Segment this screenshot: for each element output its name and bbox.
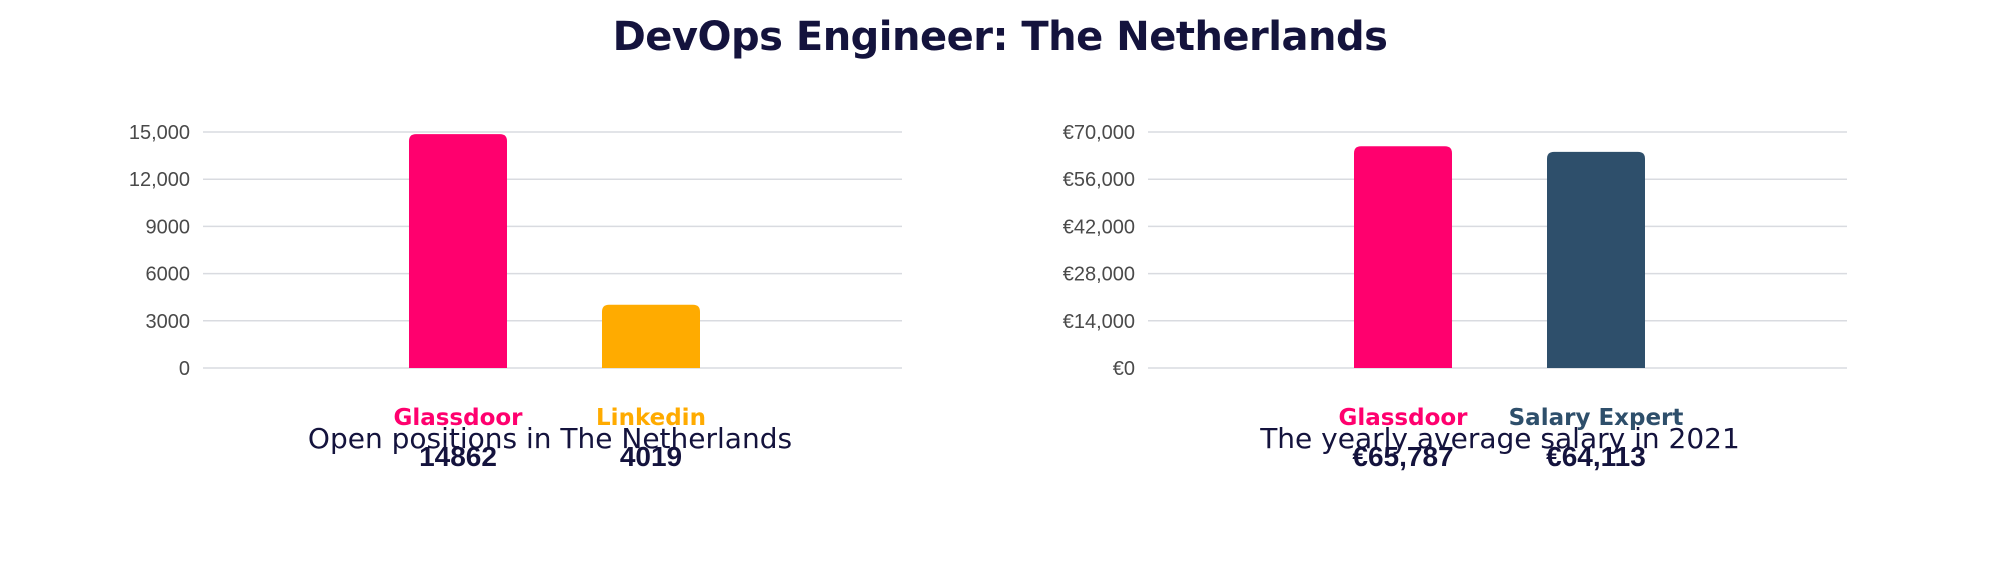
salary-y-tick-label: €56,000	[1063, 169, 1135, 191]
open-positions-value-label: 4019	[620, 441, 682, 472]
open-positions-category-label: Linkedin	[596, 405, 706, 431]
salary-y-tick-label: €0	[1113, 358, 1135, 380]
open-positions-chart: 0 3000 6000 9000 12,000 15,000 Glassdoor 14862 L…	[0, 100, 1000, 571]
salary-category-label: Salary Expert	[1509, 405, 1684, 431]
open-positions-chart-plot: 0 3000 6000 9000 12,000 15,000 Glassdoor 14862 L…	[129, 122, 902, 472]
open-positions-y-tick-label: 3000	[146, 311, 191, 333]
salary-bar-salary-expert	[1547, 151, 1645, 368]
salary-chart: €0 €14,000 €28,000 €42,000 €56,000 €70,000 Gla…	[1000, 100, 2000, 571]
open-positions-y-tick-label: 15,000	[129, 122, 190, 144]
salary-category-label: Glassdoor	[1338, 405, 1468, 431]
open-positions-y-tick-label: 0	[179, 358, 190, 380]
open-positions-bar-linkedin	[602, 304, 700, 368]
open-positions-y-tick-label: 9000	[146, 216, 191, 238]
open-positions-caption: Open positions in The Netherlands	[307, 422, 793, 455]
salary-bar-glassdoor	[1354, 146, 1452, 368]
salary-value-label: €65,787	[1352, 441, 1453, 472]
open-positions-y-tick-label: 6000	[146, 264, 191, 286]
salary-chart-plot: €0 €14,000 €28,000 €42,000 €56,000 €70,000 Gla…	[1063, 122, 1847, 472]
salary-y-tick-label: €70,000	[1063, 122, 1135, 144]
open-positions-y-tick-label: 12,000	[129, 169, 190, 191]
salary-caption: The yearly average salary in 2021	[1260, 422, 1740, 455]
open-positions-category-label: Glassdoor	[393, 405, 523, 431]
salary-y-tick-label: €14,000	[1063, 311, 1135, 333]
salary-y-tick-label: €42,000	[1063, 216, 1135, 238]
open-positions-value-label: 14862	[419, 441, 497, 472]
salary-y-tick-label: €28,000	[1063, 264, 1135, 286]
page-title: DevOps Engineer: The Netherlands	[612, 14, 1388, 60]
salary-value-label: €64,113	[1546, 441, 1646, 472]
open-positions-bar-glassdoor	[409, 134, 507, 368]
